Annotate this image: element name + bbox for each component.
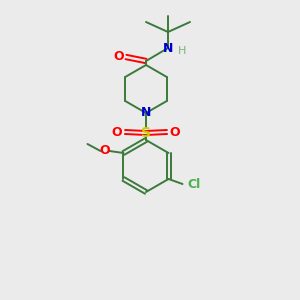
- Text: O: O: [99, 145, 110, 158]
- Text: S: S: [141, 126, 151, 140]
- Text: Cl: Cl: [187, 178, 200, 190]
- Text: O: O: [112, 125, 122, 139]
- Text: H: H: [178, 46, 186, 56]
- Text: N: N: [141, 106, 151, 119]
- Text: O: O: [170, 125, 180, 139]
- Text: N: N: [163, 41, 173, 55]
- Text: O: O: [114, 50, 124, 64]
